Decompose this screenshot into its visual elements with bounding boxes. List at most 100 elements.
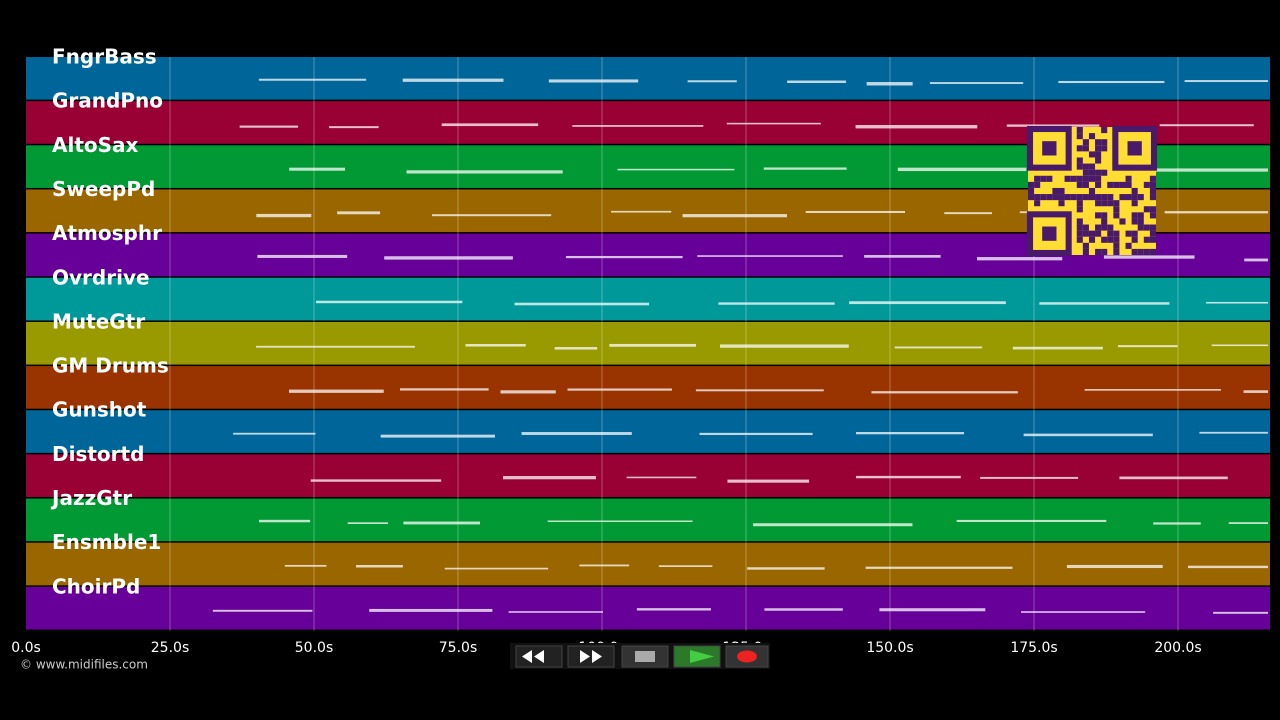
note-streak bbox=[369, 608, 493, 612]
qr-cell bbox=[1082, 224, 1089, 231]
qr-cell bbox=[1076, 127, 1083, 134]
qr-cell bbox=[1113, 206, 1120, 213]
note-streak bbox=[753, 523, 913, 527]
rewind-button[interactable] bbox=[515, 645, 563, 668]
qr-cell bbox=[1082, 139, 1089, 146]
qr-cell bbox=[1107, 224, 1114, 231]
note-streak bbox=[356, 565, 403, 568]
note-streak bbox=[687, 80, 737, 83]
qr-cell bbox=[1088, 169, 1096, 176]
note-streak bbox=[465, 344, 526, 347]
qr-cell bbox=[1107, 194, 1114, 201]
qr-cell bbox=[1113, 212, 1120, 219]
note-streak bbox=[1023, 433, 1153, 437]
qr-cell bbox=[1088, 133, 1096, 140]
qr-cell bbox=[1137, 248, 1144, 255]
note-streak bbox=[572, 125, 704, 127]
note-streak bbox=[658, 565, 713, 567]
qr-cell bbox=[1107, 181, 1114, 188]
qr-cell bbox=[1119, 218, 1126, 225]
note-streak bbox=[1211, 344, 1268, 347]
note-streak bbox=[579, 564, 630, 567]
note-streak bbox=[441, 123, 539, 127]
track-row bbox=[26, 277, 1270, 321]
qr-cell bbox=[1149, 175, 1156, 182]
note-streak bbox=[258, 519, 311, 523]
qr-cell bbox=[1131, 248, 1138, 255]
time-label: 25.0s bbox=[151, 640, 189, 656]
record-button[interactable] bbox=[725, 645, 769, 668]
qr-cell bbox=[1125, 194, 1132, 201]
note-streak bbox=[521, 432, 632, 435]
qr-cell bbox=[1095, 194, 1102, 201]
qr-cell bbox=[1076, 230, 1083, 237]
qr-cell bbox=[1095, 175, 1102, 182]
note-streak bbox=[894, 346, 983, 349]
qr-cell bbox=[1082, 248, 1089, 255]
qr-cell bbox=[1076, 145, 1083, 152]
note-streak bbox=[380, 434, 495, 438]
stop-button[interactable] bbox=[621, 645, 669, 668]
track-name: JazzGtr bbox=[50, 486, 132, 510]
time-label: 75.0s bbox=[439, 640, 477, 656]
note-streak bbox=[944, 212, 992, 215]
note-streak bbox=[1135, 168, 1268, 172]
qr-cell bbox=[1095, 200, 1102, 207]
qr-cell bbox=[1107, 236, 1114, 243]
track-name: AltoSax bbox=[52, 133, 139, 157]
qr-cell bbox=[1095, 139, 1102, 146]
qr-cell bbox=[1131, 236, 1138, 243]
qr-cell bbox=[1101, 127, 1108, 134]
qr-cell bbox=[1125, 242, 1132, 249]
note-streak bbox=[1206, 301, 1268, 304]
note-streak bbox=[1066, 564, 1163, 569]
note-streak bbox=[316, 300, 463, 304]
qr-cell bbox=[1143, 181, 1150, 188]
note-streak bbox=[855, 475, 961, 479]
note-streak bbox=[695, 389, 824, 392]
qr-cell bbox=[1058, 187, 1065, 195]
qr-cell bbox=[1101, 194, 1108, 201]
qr-cell bbox=[1095, 157, 1102, 164]
qr-cell bbox=[1131, 187, 1138, 195]
note-streak bbox=[1164, 211, 1268, 214]
qr-cell bbox=[1113, 242, 1120, 249]
time-label: 0.0s bbox=[11, 640, 41, 656]
qr-cell bbox=[1101, 145, 1108, 152]
play-button[interactable] bbox=[673, 645, 721, 668]
track-name: Distortd bbox=[52, 442, 144, 466]
qr-finder bbox=[1112, 125, 1158, 171]
qr-finder-dot bbox=[1127, 141, 1142, 156]
note-streak bbox=[1228, 522, 1268, 524]
track-name: FngrBass bbox=[52, 45, 157, 69]
qr-cell bbox=[1143, 236, 1150, 243]
forward-button[interactable] bbox=[567, 645, 615, 668]
note-streak bbox=[502, 476, 596, 480]
qr-cell bbox=[1028, 194, 1035, 201]
track-row bbox=[26, 498, 1270, 542]
note-streak bbox=[233, 432, 316, 435]
note-streak bbox=[554, 347, 598, 350]
note-streak bbox=[849, 301, 1006, 305]
track-name: Ensmble1 bbox=[52, 530, 161, 554]
qr-cell bbox=[1082, 175, 1089, 182]
note-streak bbox=[805, 210, 906, 214]
note-streak bbox=[403, 521, 481, 525]
qr-cell bbox=[1131, 194, 1138, 201]
note-streak bbox=[976, 257, 1063, 261]
note-streak bbox=[617, 168, 735, 171]
qr-cell bbox=[1101, 169, 1108, 176]
note-streak bbox=[212, 609, 313, 612]
qr-cell bbox=[1131, 200, 1138, 207]
note-streak bbox=[897, 167, 1027, 172]
qr-cell bbox=[1131, 218, 1138, 225]
grid bbox=[169, 57, 1179, 631]
note-streak bbox=[508, 611, 604, 613]
note-streak bbox=[747, 567, 825, 570]
qr-cell bbox=[1088, 163, 1096, 170]
note-streak bbox=[431, 214, 552, 217]
qr-cell bbox=[1034, 181, 1041, 188]
qr-cell bbox=[1113, 230, 1120, 237]
note-streak bbox=[514, 302, 650, 306]
note-streak bbox=[565, 255, 683, 259]
